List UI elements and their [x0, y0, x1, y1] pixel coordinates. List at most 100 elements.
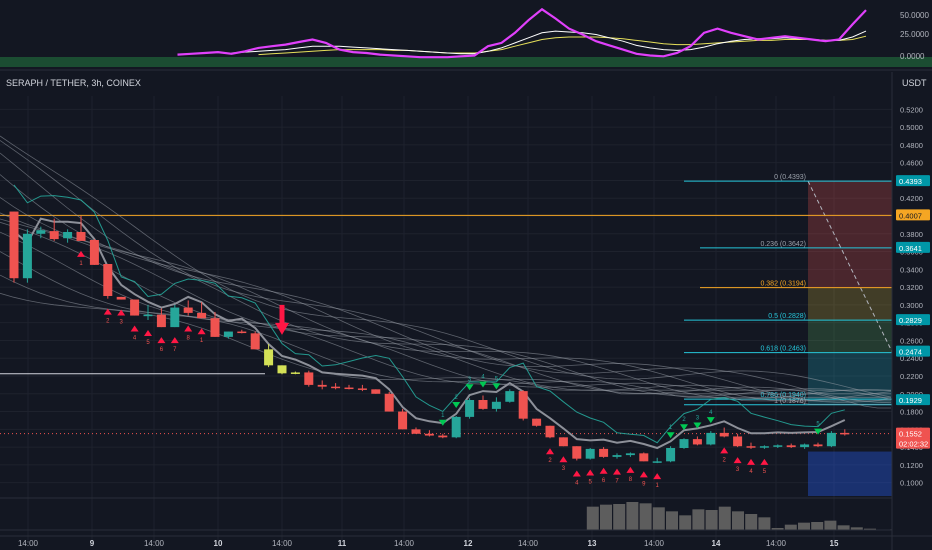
volume-bar	[600, 504, 612, 530]
candle-body[interactable]	[424, 433, 434, 436]
rsi-pane[interactable]: 50.0000 25.0000 0.0000	[0, 4, 932, 71]
fib-zone-green	[808, 320, 892, 353]
buy-signal-icon	[492, 383, 501, 390]
time-axis-label: 12	[464, 539, 473, 548]
candle-body[interactable]	[826, 432, 836, 447]
candle-body[interactable]	[76, 232, 86, 241]
signal-count: 2	[455, 395, 459, 401]
candle-body[interactable]	[438, 435, 448, 438]
candle-body[interactable]	[357, 388, 367, 390]
candle-body[interactable]	[666, 448, 676, 462]
signal-count: 1	[79, 261, 83, 267]
candle-body[interactable]	[237, 331, 247, 334]
candle-body[interactable]	[558, 437, 568, 447]
candle-body[interactable]	[786, 445, 796, 448]
signal-count: 4	[709, 410, 713, 416]
candle-body[interactable]	[49, 231, 59, 240]
rsi-line	[177, 7, 867, 59]
price-badge-label: 0.4393	[899, 177, 922, 186]
currency-label[interactable]: USDT	[902, 78, 927, 88]
volume-bar	[837, 525, 850, 530]
signal-count: 1	[200, 338, 204, 344]
candle-body[interactable]	[156, 314, 166, 328]
candle-body[interactable]	[197, 312, 207, 319]
candle-body[interactable]	[746, 446, 756, 448]
candle-body[interactable]	[692, 439, 702, 445]
candle-body[interactable]	[398, 411, 408, 430]
candle-body[interactable]	[89, 240, 99, 265]
candle-body[interactable]	[277, 365, 287, 374]
candle-body[interactable]	[679, 439, 689, 448]
buy-signal-icon	[479, 381, 487, 388]
candle-body[interactable]	[585, 448, 595, 459]
candle-body[interactable]	[625, 453, 635, 456]
candle-body[interactable]	[652, 461, 662, 463]
candle-body[interactable]	[210, 318, 220, 337]
candle-body[interactable]	[116, 296, 126, 300]
candle-body[interactable]	[478, 400, 488, 409]
sell-signal-icon	[733, 457, 742, 464]
price-pane[interactable]: 0 (0.4393) 0.236 (0.3642) 0.382 (0.3194) 0.…	[0, 96, 893, 540]
candle-body[interactable]	[612, 455, 622, 457]
candle-body[interactable]	[223, 331, 233, 337]
time-axis-label: 9	[90, 539, 95, 548]
price-badge-label: 0.1929	[899, 396, 922, 405]
candle-body[interactable]	[317, 384, 327, 387]
time-axis-label: 14:00	[144, 539, 165, 548]
candle-body[interactable]	[451, 416, 461, 438]
candle-body[interactable]	[183, 307, 193, 313]
candle-body[interactable]	[773, 445, 783, 447]
candle-body[interactable]	[304, 372, 314, 385]
candle-body[interactable]	[36, 230, 46, 234]
ma-band-line	[0, 140, 892, 404]
volume-bar	[850, 527, 863, 530]
candle-body[interactable]	[719, 432, 729, 437]
candle-body[interactable]	[371, 389, 381, 394]
candle-body[interactable]	[518, 391, 528, 419]
candle-body[interactable]	[63, 232, 73, 239]
candle-body[interactable]	[103, 264, 113, 296]
trailing-stop-line	[13, 184, 845, 444]
candle-body[interactable]	[331, 386, 341, 389]
candle-body[interactable]	[800, 444, 810, 448]
volume-bar	[652, 507, 665, 530]
candle-body[interactable]	[411, 429, 421, 434]
volume-bar	[864, 528, 876, 530]
candle-body[interactable]	[532, 418, 542, 426]
candle-body[interactable]	[840, 432, 850, 435]
price-badge-label: 0.3641	[899, 244, 922, 253]
volume-pane[interactable]: 400	[0, 497, 932, 534]
candle-body[interactable]	[639, 453, 649, 462]
sell-signal-icon	[144, 330, 152, 336]
candle-body[interactable]	[505, 391, 515, 402]
candle-body[interactable]	[599, 448, 609, 457]
time-axis-label: 14:00	[394, 539, 415, 548]
candle-body[interactable]	[290, 372, 300, 374]
candle-body[interactable]	[143, 314, 153, 317]
candle-body[interactable]	[170, 307, 180, 328]
signal-count: 2	[548, 458, 552, 464]
candle-body[interactable]	[130, 299, 140, 316]
candle-body[interactable]	[264, 349, 274, 366]
candle-body[interactable]	[706, 432, 716, 445]
candle-body[interactable]	[344, 387, 354, 390]
signal-count: 2	[723, 457, 727, 463]
candle-body[interactable]	[733, 436, 743, 447]
candle-body[interactable]	[545, 425, 555, 438]
candle-body[interactable]	[9, 211, 19, 279]
candle-body[interactable]	[22, 233, 32, 279]
candle-body[interactable]	[491, 401, 501, 409]
candle-body[interactable]	[250, 333, 260, 350]
candle-body[interactable]	[465, 400, 475, 417]
candle-body[interactable]	[384, 393, 394, 412]
candle-body[interactable]	[813, 444, 823, 447]
signal-count: 5	[146, 340, 150, 346]
fib-level-label: 0.382 (0.3194)	[760, 281, 806, 288]
buy-signal-icon	[438, 419, 447, 426]
time-axis-label: 15	[830, 539, 839, 548]
candle-body[interactable]	[572, 446, 582, 459]
fib-level-label: 0.236 (0.3642)	[760, 241, 806, 248]
candle-body[interactable]	[759, 446, 769, 448]
fib-zone-red	[808, 181, 892, 288]
